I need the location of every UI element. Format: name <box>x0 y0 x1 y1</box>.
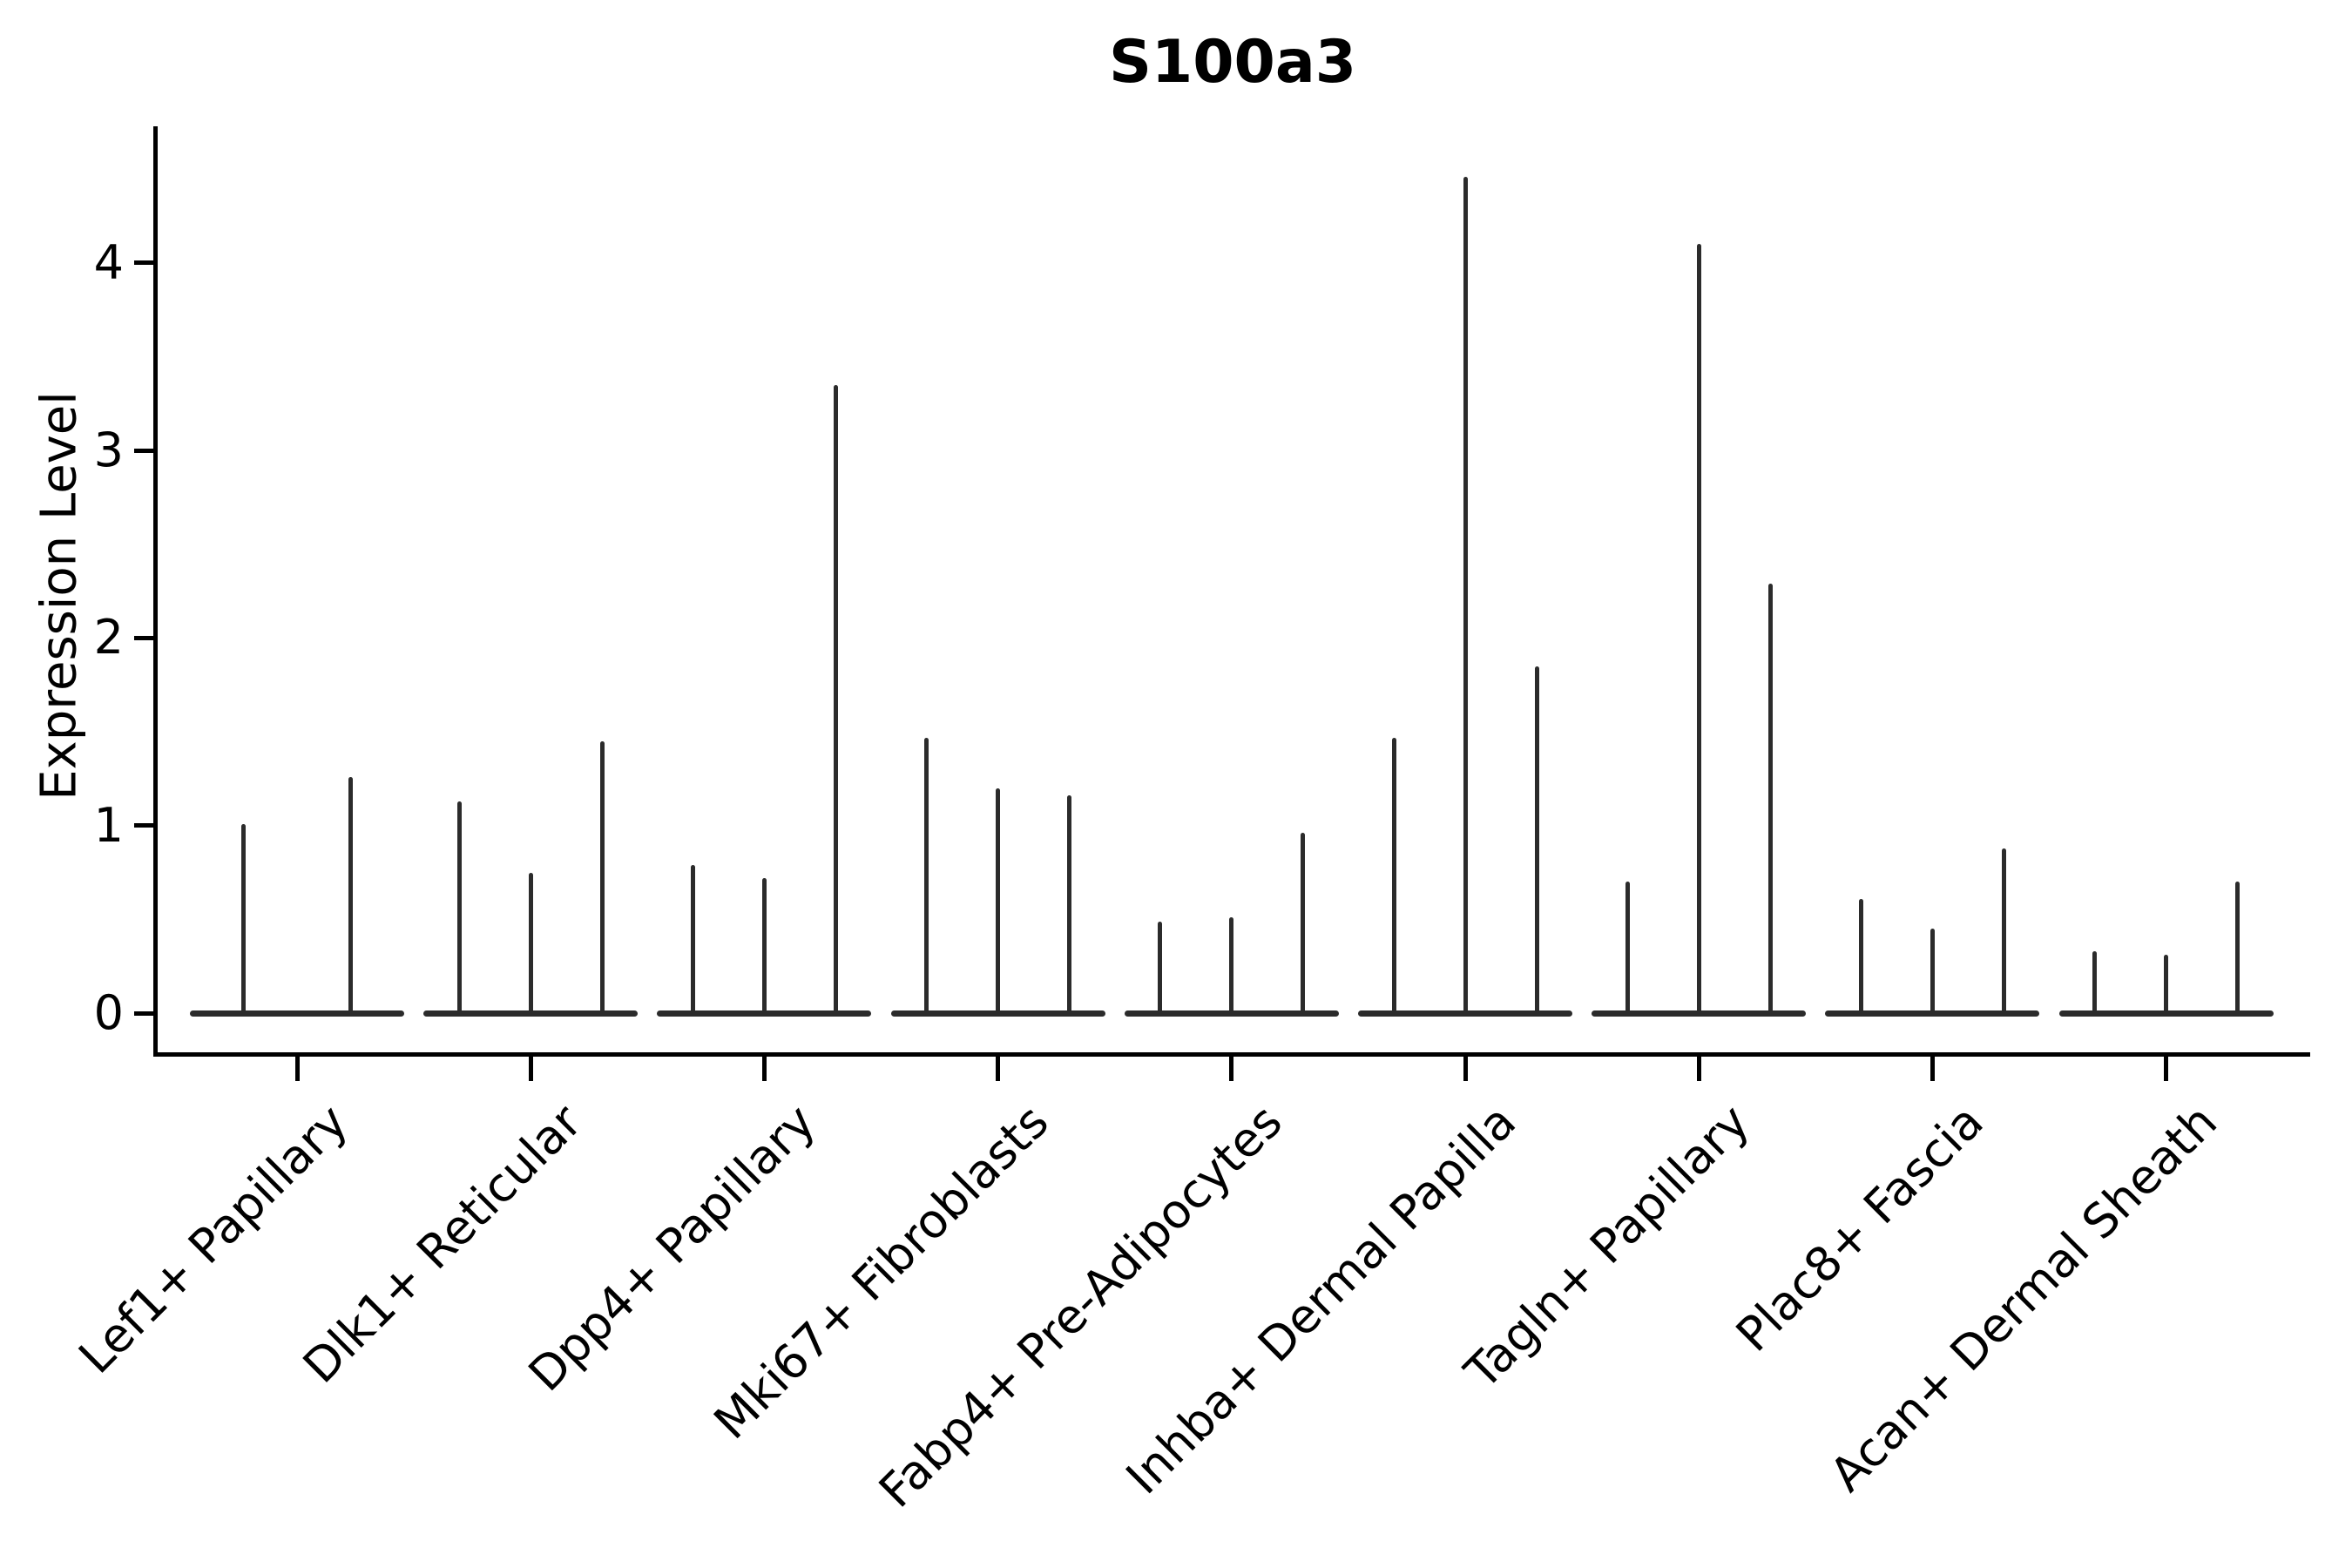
y-tick-mark <box>134 1010 153 1016</box>
plot-title: S100a3 <box>1108 28 1357 97</box>
violin-spike <box>456 801 462 1016</box>
x-tick-label: Fabp4+ Pre-Adipocytes <box>868 1093 1294 1518</box>
violin-spike <box>2001 848 2006 1016</box>
violin-spike <box>1858 898 1863 1016</box>
violin-spike <box>1229 917 1234 1016</box>
y-tick-label: 4 <box>93 234 124 290</box>
violin-spike <box>690 864 695 1016</box>
violin-spike <box>996 787 1001 1016</box>
violin-spike <box>241 823 246 1016</box>
violin-baseline <box>190 1010 404 1017</box>
x-tick-mark <box>1930 1056 1935 1081</box>
x-tick-mark <box>1696 1056 1701 1081</box>
x-tick-label: Plac8+ Fascia <box>1726 1093 1994 1362</box>
violin-spike <box>1696 244 1701 1016</box>
x-tick-mark <box>528 1056 533 1081</box>
violin-spike <box>1930 929 1935 1016</box>
violin-spike <box>599 740 605 1016</box>
violin-spike <box>924 737 929 1016</box>
y-tick-mark <box>134 260 153 266</box>
x-tick-mark <box>761 1056 767 1081</box>
x-tick-mark <box>294 1056 300 1081</box>
violin-spike <box>1534 666 1539 1016</box>
violin-spike <box>528 872 533 1016</box>
y-tick-label: 2 <box>93 610 124 666</box>
y-tick-label: 0 <box>93 985 124 1040</box>
violin-spike <box>1067 795 1072 1016</box>
x-axis-spine <box>152 1051 2310 1057</box>
violin-spike <box>833 384 838 1016</box>
x-tick-mark <box>2164 1056 2169 1081</box>
y-tick-mark <box>134 635 153 640</box>
violin-spike <box>348 776 353 1016</box>
y-tick-label: 3 <box>93 422 124 478</box>
violin-spike <box>1767 583 1773 1016</box>
violin-spike <box>2235 882 2240 1016</box>
violin-spike <box>1463 176 1468 1016</box>
x-tick-label: Acan+ Dermal Sheath <box>1819 1093 2228 1503</box>
x-tick-mark <box>1229 1056 1234 1081</box>
y-tick-mark <box>134 448 153 453</box>
violin-spike <box>2092 950 2098 1016</box>
violin-spike <box>1625 882 1630 1016</box>
violin-spike <box>1391 737 1396 1016</box>
x-tick-mark <box>996 1056 1001 1081</box>
violin-spike <box>1158 921 1163 1016</box>
y-tick-mark <box>134 823 153 828</box>
violin-spike <box>1301 833 1306 1016</box>
violin-spike <box>2164 955 2169 1016</box>
violin-spike <box>761 877 767 1016</box>
y-tick-label: 1 <box>93 797 124 853</box>
x-tick-label: Inhba+ Dermal Papilla <box>1116 1093 1527 1505</box>
x-tick-mark <box>1463 1056 1468 1081</box>
y-axis-spine <box>152 126 158 1057</box>
